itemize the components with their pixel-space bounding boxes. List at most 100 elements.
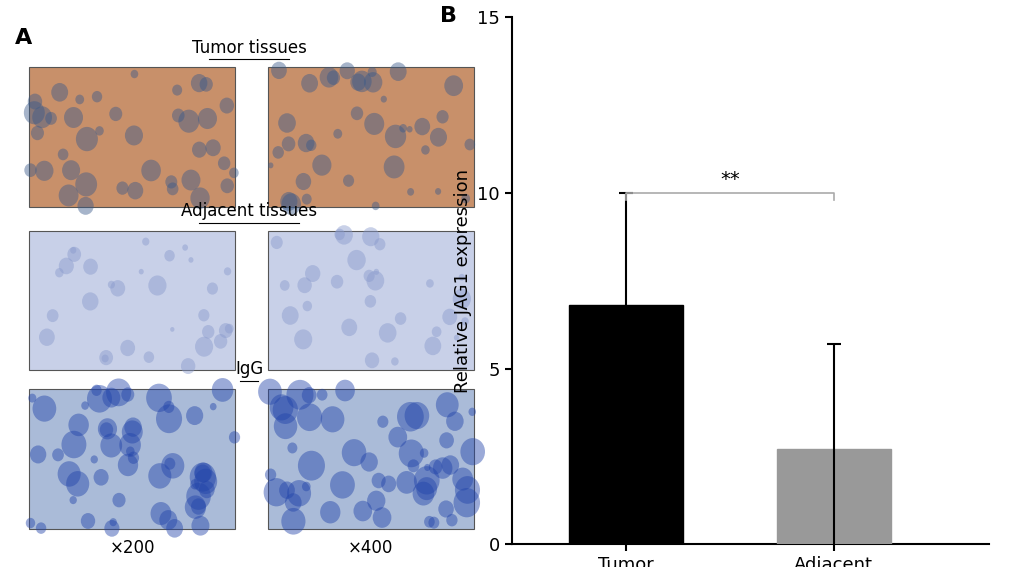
Circle shape: [106, 379, 131, 407]
Circle shape: [384, 125, 406, 148]
FancyBboxPatch shape: [30, 389, 234, 528]
Circle shape: [124, 125, 143, 146]
Circle shape: [378, 323, 396, 342]
Circle shape: [428, 517, 439, 528]
Circle shape: [426, 279, 433, 287]
Circle shape: [396, 471, 417, 494]
Circle shape: [296, 173, 311, 190]
Circle shape: [319, 67, 338, 87]
Circle shape: [190, 479, 200, 489]
Circle shape: [405, 402, 429, 429]
Circle shape: [124, 417, 142, 437]
Circle shape: [172, 108, 184, 122]
Circle shape: [36, 160, 53, 181]
Bar: [569, 305, 683, 544]
Circle shape: [92, 91, 102, 103]
Circle shape: [335, 225, 353, 244]
Circle shape: [178, 109, 199, 133]
Circle shape: [28, 94, 42, 109]
Circle shape: [435, 392, 459, 417]
Circle shape: [424, 337, 441, 355]
Circle shape: [383, 155, 405, 179]
Circle shape: [229, 168, 238, 178]
Circle shape: [398, 124, 407, 133]
Circle shape: [459, 274, 465, 281]
Circle shape: [191, 188, 210, 209]
Circle shape: [281, 508, 305, 535]
Circle shape: [52, 448, 64, 462]
Circle shape: [170, 327, 174, 332]
Circle shape: [269, 394, 293, 421]
Circle shape: [434, 188, 441, 195]
Circle shape: [364, 113, 384, 135]
Circle shape: [184, 496, 206, 519]
Circle shape: [148, 463, 171, 489]
Circle shape: [461, 318, 469, 325]
Circle shape: [195, 464, 211, 483]
Circle shape: [202, 325, 214, 338]
Circle shape: [66, 471, 89, 497]
Circle shape: [286, 480, 311, 506]
Circle shape: [352, 71, 371, 92]
Circle shape: [389, 62, 407, 81]
Circle shape: [205, 139, 220, 156]
Circle shape: [468, 408, 476, 416]
Circle shape: [23, 101, 45, 124]
Circle shape: [95, 126, 104, 136]
Circle shape: [281, 193, 301, 215]
Circle shape: [192, 516, 209, 536]
Circle shape: [161, 453, 184, 479]
Circle shape: [380, 96, 386, 103]
Circle shape: [364, 72, 382, 92]
Circle shape: [58, 149, 68, 160]
Circle shape: [271, 62, 286, 79]
Circle shape: [84, 259, 98, 275]
Circle shape: [302, 387, 316, 403]
Circle shape: [424, 516, 434, 528]
Circle shape: [212, 378, 233, 402]
Text: **: **: [719, 170, 739, 189]
Circle shape: [102, 354, 109, 362]
Circle shape: [333, 129, 341, 139]
Circle shape: [33, 106, 52, 128]
Circle shape: [428, 459, 442, 475]
Circle shape: [62, 160, 81, 180]
Circle shape: [453, 335, 459, 341]
Circle shape: [87, 385, 112, 413]
Circle shape: [351, 107, 363, 120]
Circle shape: [59, 257, 73, 274]
Circle shape: [461, 194, 470, 204]
Circle shape: [377, 416, 388, 428]
Circle shape: [24, 163, 37, 177]
Circle shape: [61, 431, 87, 458]
Circle shape: [159, 510, 177, 530]
Circle shape: [127, 182, 143, 200]
Circle shape: [365, 295, 376, 308]
Circle shape: [100, 433, 122, 458]
Circle shape: [281, 306, 299, 325]
Circle shape: [121, 420, 143, 443]
Circle shape: [77, 197, 94, 215]
Circle shape: [64, 107, 83, 128]
Circle shape: [51, 83, 68, 101]
Circle shape: [146, 384, 171, 412]
Circle shape: [372, 202, 379, 210]
Text: A: A: [15, 28, 33, 48]
Circle shape: [297, 403, 322, 431]
Circle shape: [164, 458, 175, 469]
Circle shape: [189, 257, 194, 263]
Circle shape: [190, 463, 216, 492]
Circle shape: [118, 454, 138, 476]
Circle shape: [108, 281, 115, 289]
Circle shape: [198, 309, 209, 321]
Circle shape: [281, 137, 296, 151]
Circle shape: [112, 493, 125, 507]
Circle shape: [156, 404, 182, 433]
Circle shape: [341, 319, 357, 336]
Circle shape: [388, 427, 407, 447]
Circle shape: [412, 481, 434, 506]
Circle shape: [195, 337, 213, 357]
Circle shape: [272, 146, 283, 159]
Circle shape: [59, 184, 78, 206]
Circle shape: [420, 448, 428, 458]
